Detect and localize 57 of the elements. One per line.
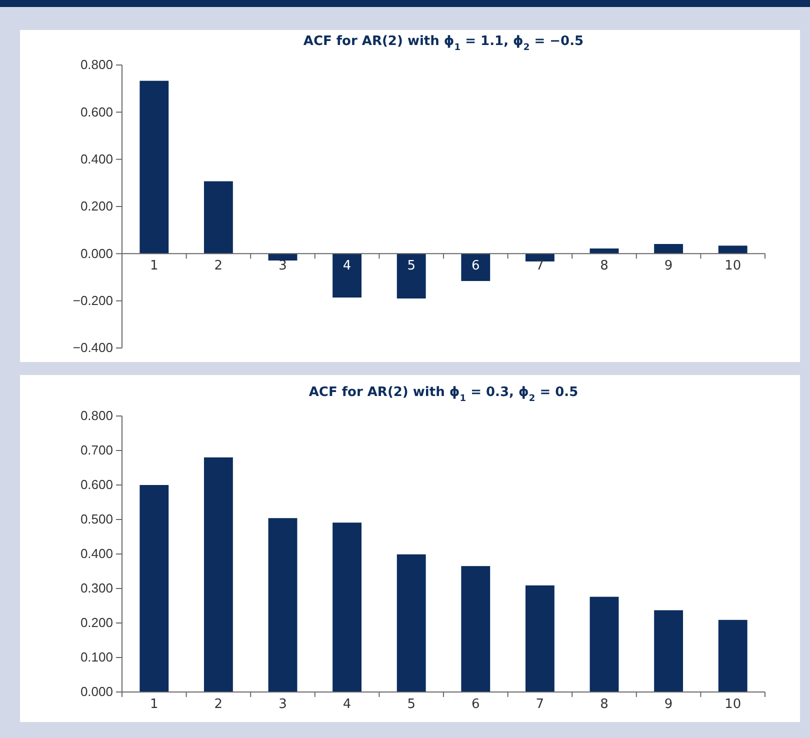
x-tick-label: 4 (342, 697, 352, 712)
y-tick-label: 0.600 (80, 477, 113, 492)
bar (461, 566, 490, 692)
x-tick-label: 1 (150, 258, 158, 274)
x-tick-label: 8 (600, 697, 608, 712)
bar (718, 620, 748, 692)
bar (140, 80, 169, 254)
x-tick-label: 8 (600, 258, 608, 274)
bar (590, 596, 619, 692)
y-tick-label: 0.000 (80, 684, 113, 700)
y-tick-label: 0.800 (80, 408, 113, 424)
y-tick-label: 0.200 (80, 198, 113, 214)
x-tick-label: 1 (150, 697, 158, 712)
x-tick-label: 10 (724, 258, 742, 274)
y-tick-label: 0.700 (80, 442, 113, 458)
bar (204, 181, 233, 254)
x-tick-label: 6 (472, 697, 480, 712)
x-tick-label: 9 (664, 258, 673, 274)
y-tick-label: 0.500 (80, 512, 113, 527)
y-tick-label: 0.800 (80, 57, 113, 72)
y-tick-label: −0.200 (72, 292, 113, 308)
bar (654, 244, 684, 254)
y-tick-label: 0.200 (80, 615, 113, 630)
bar (525, 585, 554, 692)
chart-title: ACF for AR(2) with ϕ$_{1}$ = 0.3, ϕ$_{2}$ = 0.5 (308, 385, 578, 404)
x-tick-label: 3 (278, 258, 287, 274)
bar (140, 485, 169, 692)
x-tick-label: 7 (536, 258, 544, 274)
chart-title: ACF for AR(2) with ϕ$_{1}$ = 1.1, ϕ$_{2}$ = −0.5 (303, 34, 584, 53)
x-tick-label: 3 (278, 697, 287, 712)
x-tick-label: 4 (342, 258, 352, 274)
bar (396, 554, 426, 692)
bar (396, 254, 426, 298)
x-tick-label: 10 (724, 697, 742, 712)
y-tick-label: 0.000 (80, 246, 113, 261)
bar (654, 610, 684, 692)
bar (204, 457, 233, 692)
y-tick-label: 0.600 (80, 104, 113, 120)
x-tick-label: 6 (472, 258, 480, 274)
bar (461, 254, 490, 282)
y-tick-label: −0.400 (72, 340, 113, 356)
y-tick-label: 0.400 (80, 546, 113, 562)
x-tick-label: 2 (214, 697, 223, 712)
y-tick-label: 0.400 (80, 151, 113, 166)
x-tick-label: 5 (407, 258, 416, 274)
x-tick-label: 7 (536, 697, 544, 712)
bar (268, 518, 298, 692)
bar (332, 522, 362, 692)
bar (268, 254, 298, 261)
x-tick-label: 2 (214, 258, 223, 274)
bar (332, 254, 362, 298)
bar (718, 246, 748, 254)
y-tick-label: 0.100 (80, 650, 113, 665)
x-tick-label: 5 (407, 697, 416, 712)
y-tick-label: 0.300 (80, 580, 113, 596)
bar (525, 254, 554, 262)
x-tick-label: 9 (664, 697, 673, 712)
